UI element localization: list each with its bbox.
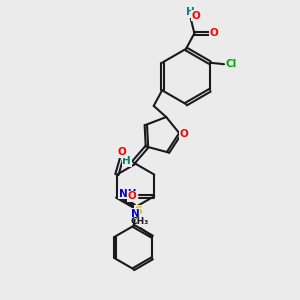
Text: H: H [186,7,195,17]
Text: O: O [192,11,201,21]
Text: H: H [122,156,131,166]
Text: CH₃: CH₃ [130,217,148,226]
Text: O: O [180,129,188,139]
Text: N: N [131,208,140,219]
Text: O: O [209,28,218,38]
Text: O: O [117,147,126,158]
Text: Cl: Cl [226,59,237,69]
Text: O: O [128,191,136,201]
Text: S: S [134,206,142,216]
Text: NH: NH [118,189,136,199]
